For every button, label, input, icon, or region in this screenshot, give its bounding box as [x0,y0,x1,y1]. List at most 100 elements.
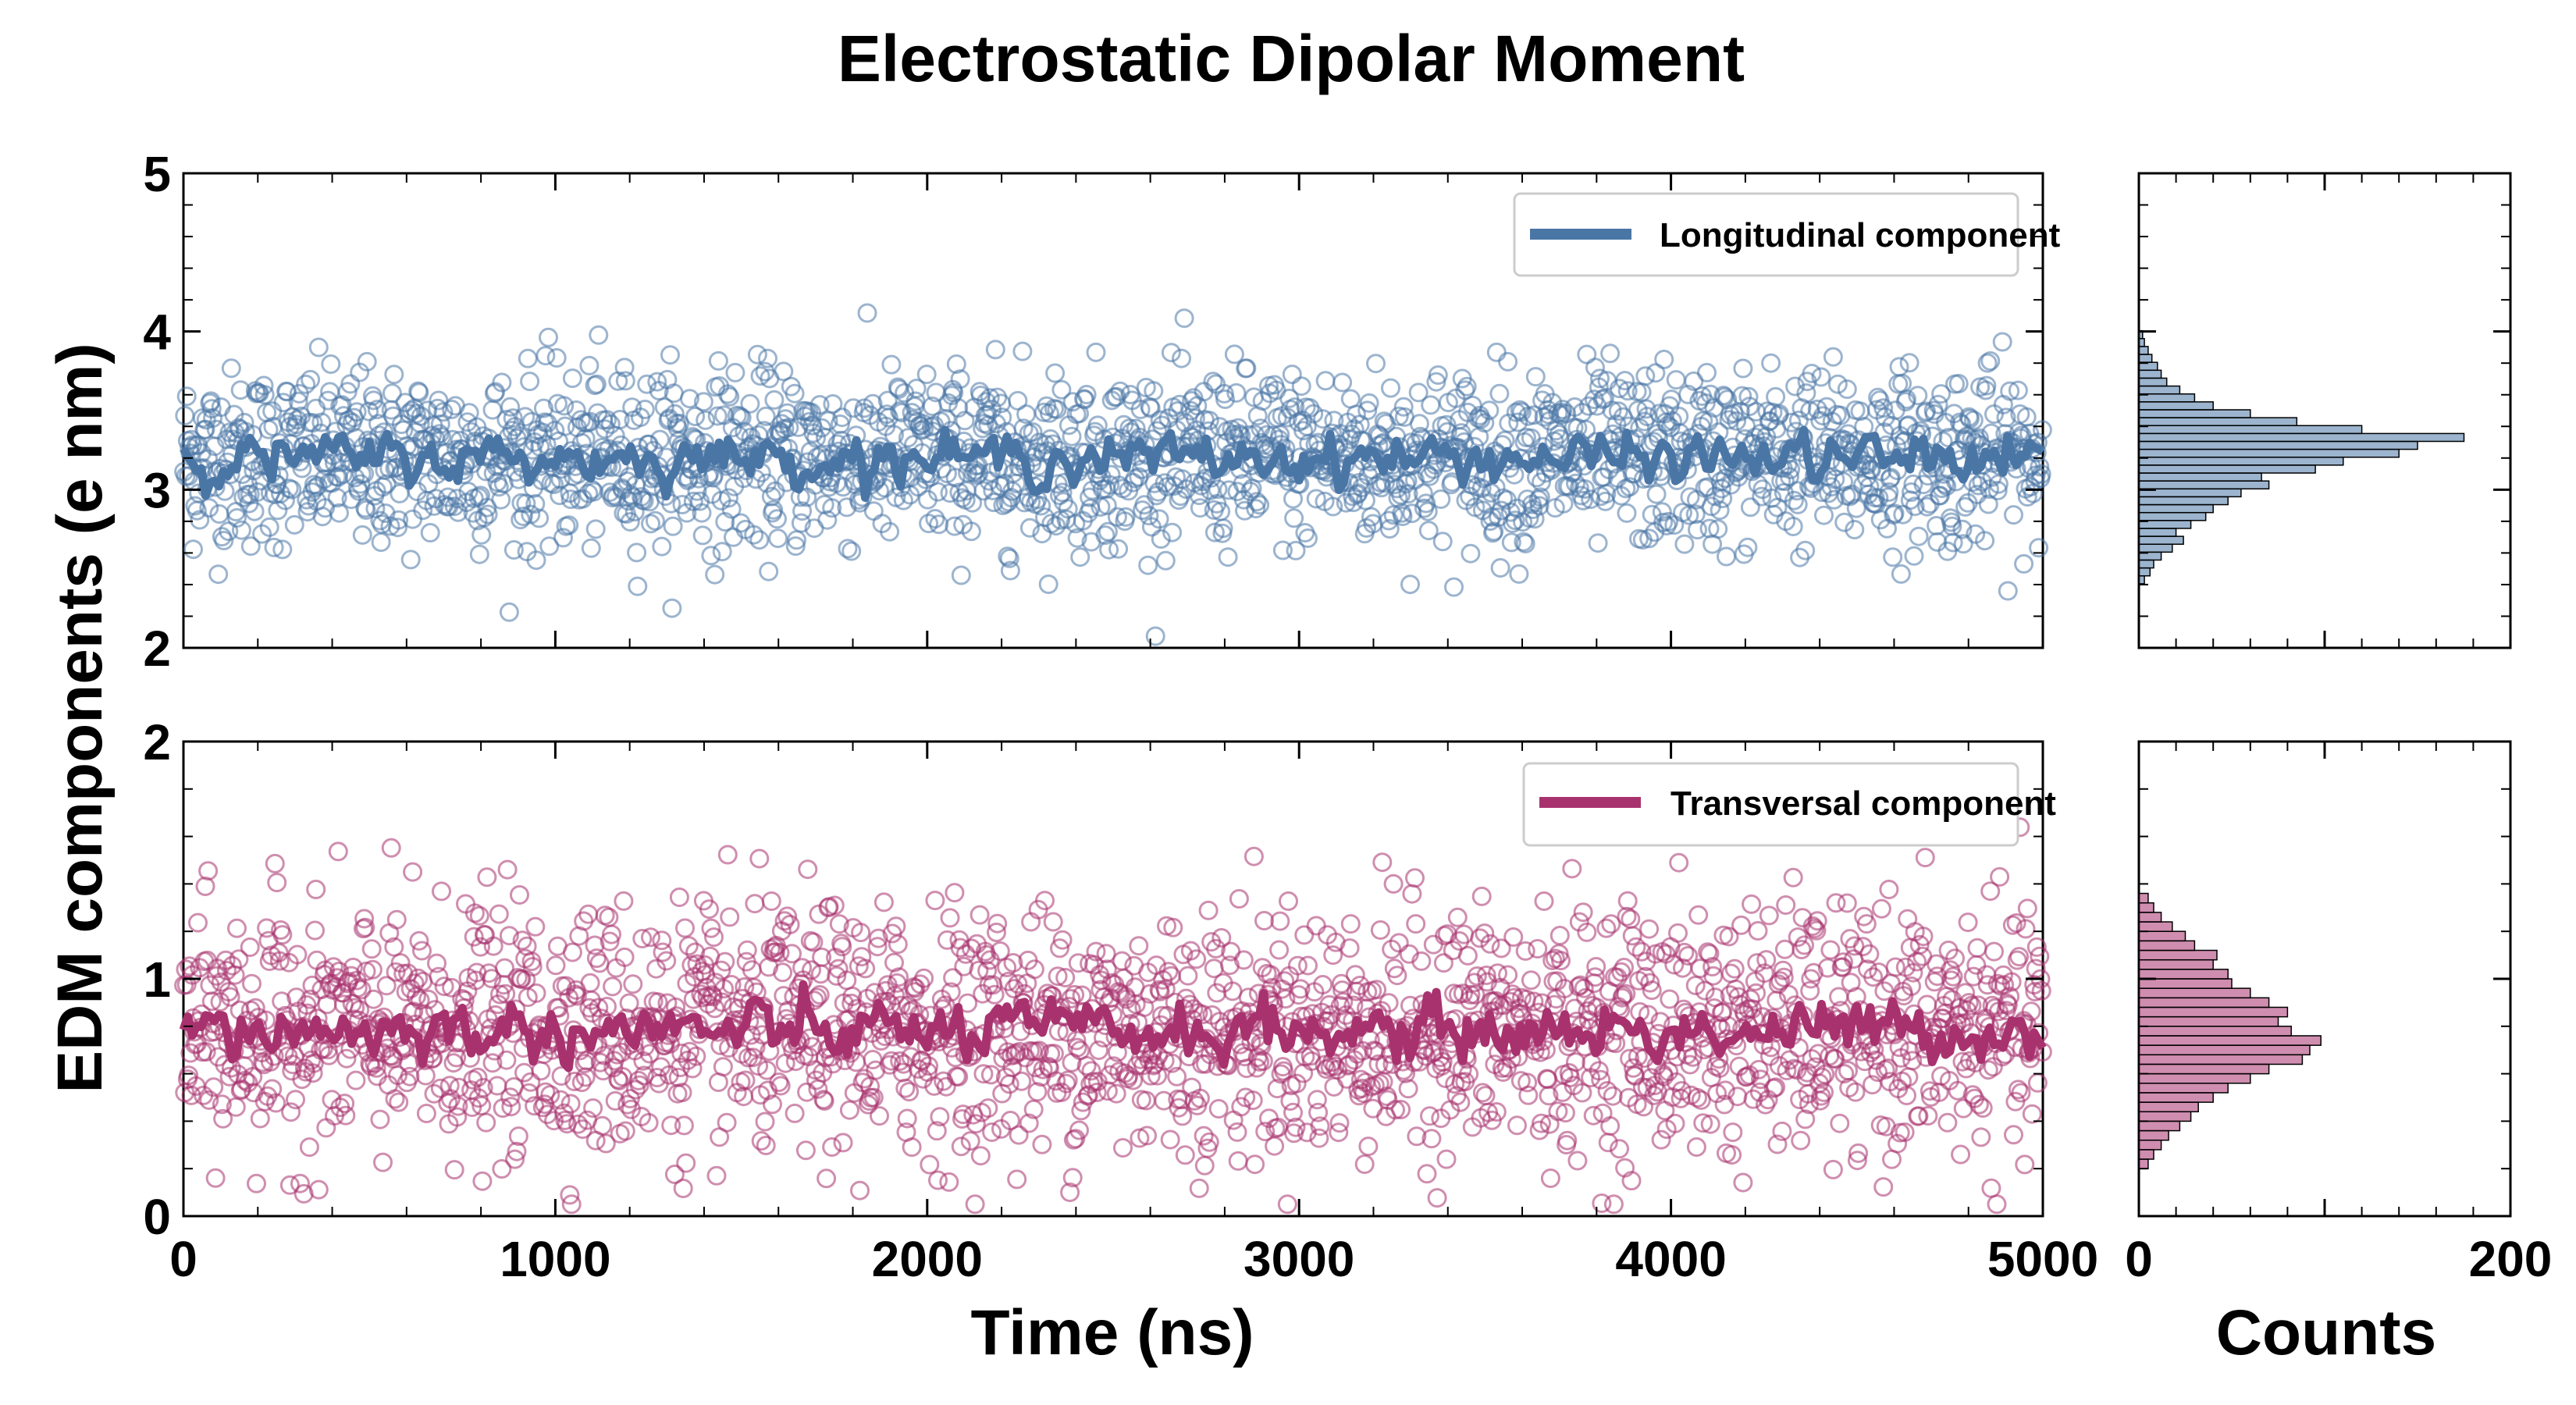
histogram-bar [2138,567,2151,577]
scatter-point [560,489,581,510]
scatter-point [1717,546,1736,567]
scatter-point [1891,564,1911,584]
scatter-point [1837,379,1857,400]
histogram-bar [2138,496,2229,506]
scatter-point [686,1046,706,1066]
scatter-point [1838,1061,1858,1081]
scatter-point [837,970,857,991]
scatter-point [1229,889,1249,909]
histogram-bar [2138,432,2465,443]
scatter-point [532,422,553,443]
scatter-point [1838,424,1858,444]
histogram-bar [2138,912,2162,923]
scatter-point [1344,419,1364,439]
scatter-point [229,949,249,969]
scatter-point [2015,1154,2035,1175]
scatter-point [1521,970,1541,991]
scatter-point [1427,1188,1447,1208]
scatter-point [687,481,707,501]
scatter-point [1678,384,1699,404]
scatter-point [945,883,965,903]
scatter-point [980,388,1000,408]
scatter-point [188,912,208,933]
scatter-point [385,1089,405,1109]
scatter-point [676,1153,696,1173]
scatter-point [343,957,363,977]
scatter-point [756,1060,777,1080]
scatter-point [1980,351,2001,371]
scatter-point [1639,919,1660,939]
scatter-point [984,984,1005,1005]
scatter-point [1981,1178,2001,1198]
scatter-point [675,918,695,938]
scatter-point [1759,905,1779,926]
scatter-point [1160,1129,1180,1150]
scatter-point [1827,374,1848,394]
scatter-point [721,975,742,994]
scatter-point [884,425,904,445]
histogram-bar [2138,997,2270,1008]
scatter-point [1306,916,1326,936]
scatter-point [666,997,686,1017]
scatter-point [311,412,332,432]
scatter-point [1740,497,1760,518]
scatter-point [393,420,414,440]
scatter-point [779,418,799,438]
scatter-point [257,918,277,938]
scatter-point [1635,366,1656,386]
histogram-bar [2138,559,2154,569]
scatter-point [242,973,262,994]
scatter-point [1534,891,1554,911]
histogram-bar [2138,902,2154,913]
scatter-point [731,407,752,428]
scatter-point [183,539,203,560]
scatter-point [725,362,745,382]
scatter-point [893,490,913,510]
scatter-point [468,1067,488,1087]
scatter-point [297,1003,318,1023]
histogram-bar [2138,1016,2279,1027]
scatter-point [507,1141,527,1161]
scatter-point [456,894,475,914]
scatter-point [798,859,818,880]
scatter-point [1437,422,1457,442]
scatter-point [535,346,556,366]
y-tick-label: 2 [143,714,171,770]
scatter-point [1731,915,1751,935]
histogram-bar [2138,1120,2181,1132]
scatter-point [1489,383,1510,404]
scatter-point [621,1099,641,1119]
scatter-point [661,493,681,514]
scatter-point [434,976,454,997]
scatter-point [627,542,647,563]
histogram-bar [2138,1111,2192,1122]
legend-label-transversal: Transversal component [1670,784,2056,823]
scatter-point [713,1057,733,1077]
scatter-point [199,498,219,518]
scatter-point [408,968,429,988]
transversal-histogram-bars [2138,892,2322,1169]
scatter-point [1515,534,1535,553]
scatter-point [1250,495,1270,515]
histogram-bar [2138,401,2214,411]
scatter-point [708,350,728,371]
scatter-point [589,325,609,345]
scatter-point [1927,532,1948,552]
scatter-point [336,1105,356,1126]
scatter-point [1254,911,1274,930]
scatter-point [1883,547,1903,567]
scatter-point [410,990,430,1010]
scatter-point [269,943,289,962]
histogram-bar [2138,528,2177,537]
scatter-point [656,951,677,971]
scatter-point [669,414,689,433]
scatter-point [323,957,343,977]
histogram-bar [2138,1158,2149,1169]
scatter-point [581,538,601,558]
scatter-point [364,390,384,411]
histogram-bar [2138,338,2145,347]
y-tick-label: 0 [143,1189,171,1245]
scatter-point [888,934,908,955]
scatter-point [839,1100,859,1120]
